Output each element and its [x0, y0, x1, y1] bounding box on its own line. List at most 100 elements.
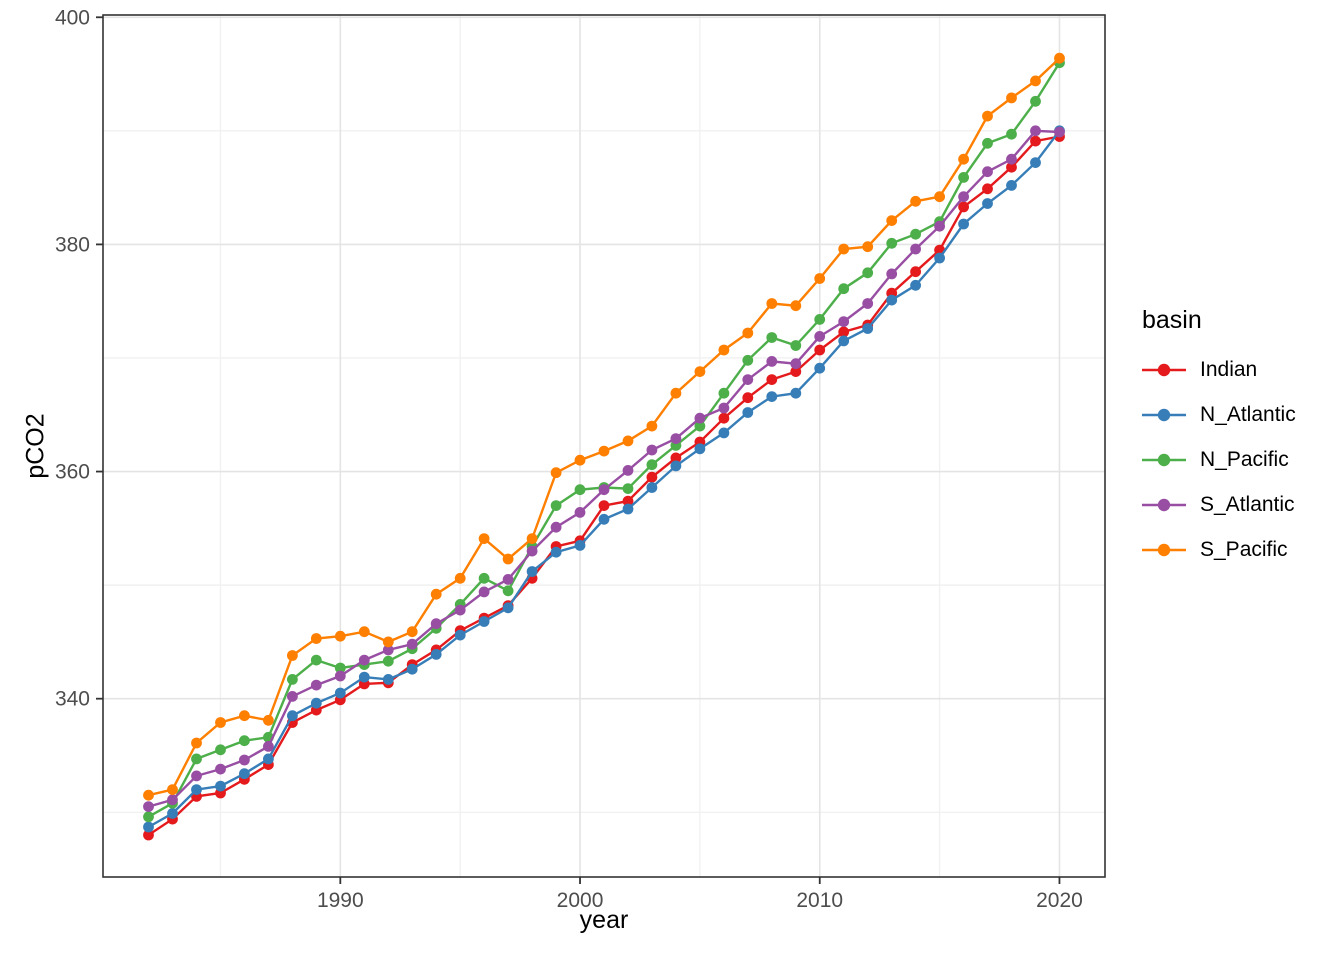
x-tick-label-2010: 2010: [796, 889, 843, 912]
data-point-S_Atlantic-2013: [886, 268, 898, 280]
data-point-N_Atlantic-2005: [694, 443, 706, 455]
data-point-S_Pacific-1992: [382, 636, 394, 648]
data-point-S_Pacific-2017: [982, 110, 993, 122]
data-point-Indian-2011: [838, 326, 850, 338]
data-point-S_Pacific-2000: [574, 454, 586, 466]
data-point-N_Atlantic-2006: [718, 427, 730, 439]
series-line-S_Pacific: [148, 57, 1061, 797]
data-point-N_Atlantic-1999: [550, 546, 562, 558]
data-point-N_Atlantic-2002: [622, 503, 634, 515]
data-point-S_Atlantic-2010: [814, 331, 826, 342]
data-point-N_Pacific-1992: [382, 655, 394, 667]
data-point-S_Pacific-1996: [478, 533, 490, 544]
data-point-Indian-2010: [814, 344, 826, 356]
data-point-N_Pacific-2012: [862, 267, 874, 279]
x-tick-label-1990: 1990: [317, 889, 364, 912]
data-point-S_Pacific-2003: [646, 420, 658, 432]
legend-key-icon-S_Atlantic: [1142, 498, 1186, 511]
y-axis-title: pCO2: [21, 413, 50, 479]
data-point-N_Atlantic-2007: [742, 407, 754, 418]
data-point-S_Pacific-2006: [718, 344, 730, 356]
data-point-S_Pacific-2020: [1054, 52, 1065, 64]
legend-key-icon-N_Pacific: [1142, 453, 1186, 466]
data-point-N_Pacific-1986: [239, 735, 250, 747]
data-point-S_Atlantic-1996: [478, 586, 490, 598]
y-tick-label-380: 380: [55, 233, 90, 256]
legend-label-S_Pacific: S_Pacific: [1200, 537, 1288, 561]
data-point-N_Atlantic-2018: [1006, 180, 1017, 191]
data-point-S_Atlantic-1997: [502, 574, 514, 585]
data-point-N_Atlantic-2001: [598, 513, 610, 525]
data-point-S_Pacific-2012: [862, 241, 874, 253]
data-point-S_Pacific-2019: [1030, 75, 1041, 87]
data-point-S_Atlantic-2016: [958, 191, 969, 203]
data-point-N_Pacific-1996: [478, 572, 490, 584]
data-point-N_Pacific-2006: [718, 387, 730, 399]
y-tick-label-400: 400: [55, 6, 90, 29]
data-point-S_Pacific-1994: [430, 588, 442, 600]
y-tick-label-360: 360: [55, 461, 90, 484]
data-point-S_Atlantic-1983: [167, 794, 178, 806]
legend-key-icon-S_Pacific: [1142, 543, 1186, 556]
data-point-S_Atlantic-1995: [454, 604, 466, 616]
legend: basin Indian N_Atlantic N_Pacific S_Atlanti…: [1136, 306, 1336, 572]
series-line-N_Pacific: [147, 62, 1061, 818]
legend-label-Indian: Indian: [1200, 357, 1258, 381]
data-point-N_Pacific-2005: [694, 420, 706, 432]
data-point-S_Atlantic-2009: [790, 358, 802, 370]
data-point-S_Atlantic-1992: [382, 644, 394, 656]
data-point-S_Atlantic-1985: [215, 763, 226, 775]
data-point-N_Atlantic-2012: [862, 323, 874, 334]
x-tick-label-2020: 2020: [1036, 889, 1083, 912]
data-point-N_Atlantic-1983: [167, 808, 178, 819]
data-point-S_Pacific-1984: [191, 737, 202, 749]
legend-title: basin: [1142, 306, 1202, 334]
data-point-S_Atlantic-2006: [718, 402, 730, 414]
data-point-Indian-2006: [718, 412, 730, 424]
series-line-S_Atlantic: [148, 129, 1060, 808]
data-point-Indian-2003: [646, 471, 658, 483]
data-point-N_Pacific-2007: [742, 354, 754, 366]
data-point-N_Pacific-1984: [191, 753, 202, 765]
data-point-N_Pacific-1990: [334, 662, 346, 674]
data-point-N_Pacific-1982: [143, 811, 154, 823]
data-point-S_Atlantic-2002: [622, 465, 634, 476]
data-point-S_Pacific-1995: [454, 572, 466, 584]
legend-key-icon-Indian: [1142, 363, 1186, 376]
data-point-N_Pacific-2017: [982, 137, 993, 149]
data-point-S_Atlantic-1993: [406, 638, 418, 650]
data-point-N_Pacific-2013: [886, 237, 898, 249]
data-point-S_Atlantic-2015: [934, 220, 945, 232]
data-point-S_Atlantic-2004: [670, 433, 682, 444]
data-point-N_Atlantic-1991: [358, 671, 370, 683]
data-point-N_Atlantic-1996: [478, 616, 490, 627]
legend-entry-Indian: Indian: [1136, 347, 1336, 392]
data-point-N_Atlantic-2017: [982, 198, 993, 209]
data-point-S_Atlantic-2008: [766, 356, 778, 367]
data-point-N_Atlantic-2008: [766, 391, 778, 402]
data-point-N_Atlantic-1993: [406, 663, 418, 675]
data-point-S_Atlantic-2018: [1006, 153, 1017, 165]
data-point-S_Atlantic-2007: [742, 374, 754, 385]
data-point-S_Atlantic-1990: [334, 670, 346, 682]
legend-label-N_Atlantic: N_Atlantic: [1200, 402, 1296, 426]
legend-entries: Indian N_Atlantic N_Pacific S_Atlantic S_Pac…: [1136, 347, 1336, 572]
data-point-N_Pacific-2000: [574, 484, 586, 496]
data-point-N_Atlantic-1987: [263, 753, 274, 765]
data-point-S_Pacific-1993: [406, 626, 418, 638]
data-point-N_Pacific-2011: [838, 283, 850, 295]
data-point-S_Pacific-2014: [910, 195, 921, 207]
data-point-S_Pacific-2018: [1006, 92, 1017, 104]
data-point-S_Pacific-1990: [334, 630, 346, 642]
data-point-N_Atlantic-1997: [502, 602, 514, 614]
legend-entry-S_Atlantic: S_Atlantic: [1136, 482, 1336, 527]
data-point-S_Pacific-2009: [790, 300, 802, 312]
data-point-S_Pacific-1988: [287, 650, 298, 661]
data-point-S_Atlantic-1991: [358, 654, 370, 666]
data-point-S_Atlantic-1998: [526, 545, 538, 557]
data-point-S_Atlantic-1982: [143, 801, 154, 812]
data-point-S_Pacific-1999: [550, 467, 562, 479]
data-point-S_Atlantic-2014: [910, 243, 921, 255]
data-point-N_Atlantic-1992: [382, 674, 394, 685]
